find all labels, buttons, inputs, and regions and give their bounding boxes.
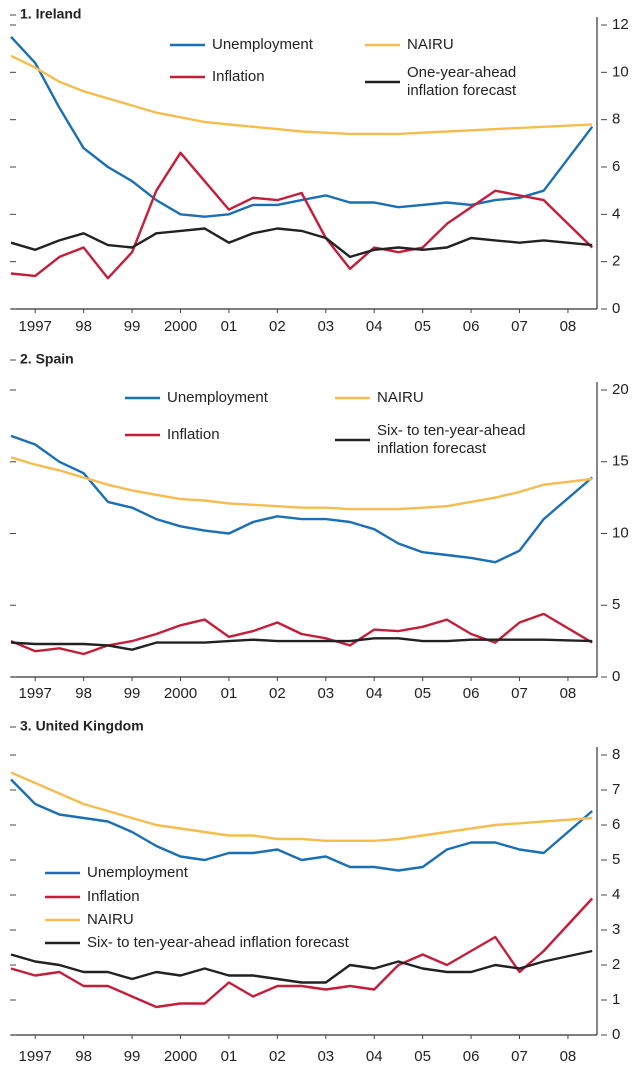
legend-label: Inflation: [87, 888, 140, 905]
y-tick-label: 0: [612, 1026, 620, 1043]
x-tick-label: 07: [511, 685, 528, 702]
chart-title: 3. United Kingdom: [20, 718, 144, 734]
series-line: [10, 949, 593, 984]
x-tick-label: 02: [269, 685, 286, 702]
x-tick-label: 1997: [19, 1048, 52, 1065]
y-tick-label: 12: [612, 16, 629, 33]
series-line: [10, 227, 593, 259]
legend-label: NAIRU: [407, 36, 454, 53]
x-tick-label: 07: [511, 1048, 528, 1065]
legend-label: Unemployment: [167, 389, 268, 406]
legend-label: NAIRU: [377, 389, 424, 406]
x-tick-label: 99: [124, 685, 141, 702]
x-tick-label: 01: [221, 318, 238, 335]
x-tick-label: 07: [511, 318, 528, 335]
y-tick-label: 0: [612, 668, 620, 685]
legend-label: Unemployment: [87, 864, 188, 881]
x-tick-label: 2000: [164, 318, 197, 335]
y-tick-label: 6: [612, 816, 620, 833]
x-tick-label: 05: [414, 685, 431, 702]
y-tick-label: 8: [612, 111, 620, 128]
x-tick-label: 03: [317, 1048, 334, 1065]
y-tick-label: 5: [612, 851, 620, 868]
legend-label: Six- to ten-year-ahead inflation forecas…: [377, 422, 526, 457]
x-tick-label: 99: [124, 318, 141, 335]
series-line: [10, 612, 593, 656]
x-tick-label: 99: [124, 1048, 141, 1065]
series-line: [10, 897, 594, 1009]
y-tick-label: 3: [612, 921, 620, 938]
legend-label: NAIRU: [87, 911, 134, 928]
series-line: [10, 771, 593, 842]
x-tick-label: 03: [317, 685, 334, 702]
y-tick-label: 0: [612, 300, 620, 317]
y-tick-label: 6: [612, 158, 620, 175]
series-line: [10, 778, 593, 872]
chart-title: 2. Spain: [20, 351, 74, 367]
x-tick-label: 02: [269, 1048, 286, 1065]
x-tick-label: 2000: [164, 1048, 197, 1065]
x-tick-label: 05: [414, 318, 431, 335]
x-tick-label: 08: [560, 318, 577, 335]
x-tick-label: 04: [366, 1048, 383, 1065]
y-tick-label: 8: [612, 746, 620, 763]
series-line: [10, 434, 593, 564]
legend-label: Six- to ten-year-ahead inflation forecas…: [87, 934, 349, 951]
y-tick-label: 1: [612, 991, 620, 1008]
legend-label: Inflation: [212, 68, 265, 85]
legend-label: Unemployment: [212, 36, 313, 53]
series-line: [10, 151, 594, 280]
x-tick-label: 98: [75, 1048, 92, 1065]
x-tick-label: 1997: [19, 685, 52, 702]
x-tick-label: 08: [560, 1048, 577, 1065]
y-tick-label: 15: [612, 453, 629, 470]
x-tick-label: 03: [317, 318, 334, 335]
y-tick-label: 4: [612, 886, 620, 903]
x-tick-label: 1997: [19, 318, 52, 335]
x-tick-label: 06: [463, 318, 480, 335]
y-tick-label: 10: [612, 524, 629, 541]
y-tick-label: 2: [612, 253, 620, 270]
x-tick-label: 08: [560, 685, 577, 702]
series-line: [10, 456, 593, 511]
series-line: [10, 637, 593, 651]
series-line: [10, 54, 593, 136]
y-tick-label: 4: [612, 205, 620, 222]
x-tick-label: 01: [221, 1048, 238, 1065]
y-tick-label: 7: [612, 781, 620, 798]
y-tick-label: 10: [612, 63, 629, 80]
x-tick-label: 04: [366, 685, 383, 702]
x-tick-label: 04: [366, 318, 383, 335]
x-tick-label: 98: [75, 318, 92, 335]
x-tick-label: 05: [414, 1048, 431, 1065]
x-tick-label: 02: [269, 318, 286, 335]
y-tick-label: 5: [612, 596, 620, 613]
y-tick-label: 2: [612, 956, 620, 973]
x-tick-label: 06: [463, 685, 480, 702]
x-tick-label: 98: [75, 685, 92, 702]
legend-label: One-year-ahead inflation forecast: [407, 64, 517, 99]
x-tick-label: 06: [463, 1048, 480, 1065]
y-tick-label: 20: [612, 381, 629, 398]
chart-title: 1. Ireland: [20, 6, 81, 22]
x-tick-label: 01: [221, 685, 238, 702]
x-tick-label: 2000: [164, 685, 197, 702]
legend-label: Inflation: [167, 426, 220, 443]
